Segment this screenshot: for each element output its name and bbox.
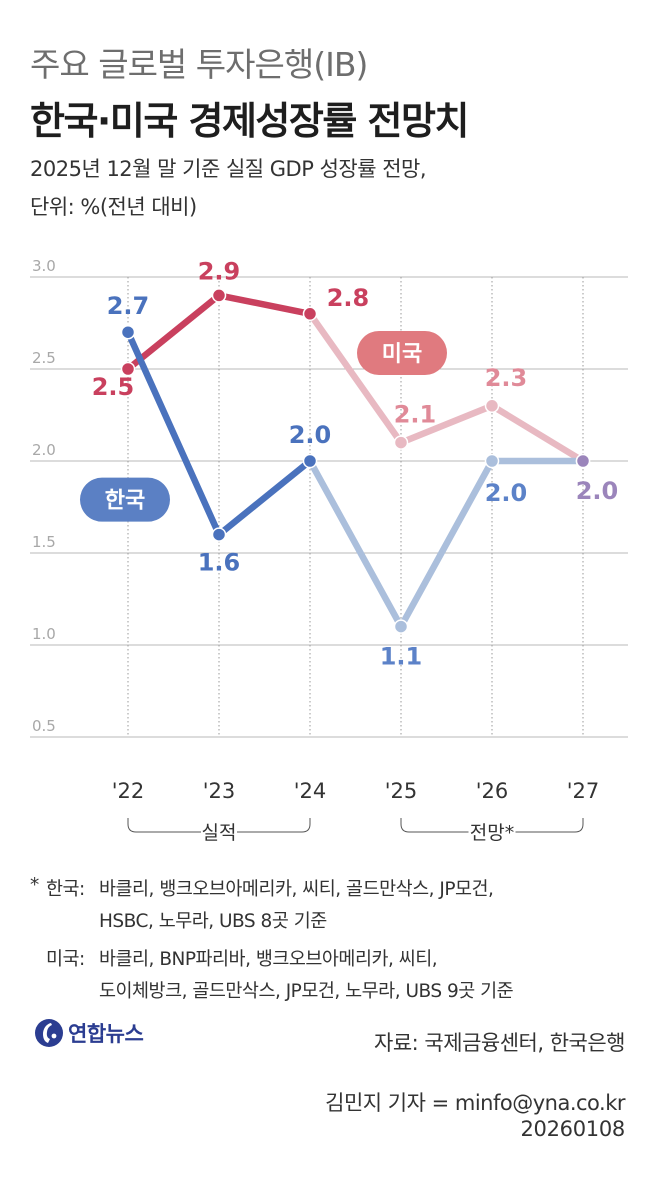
data-point-미국 [393,435,409,450]
x-tick-label: '27 [567,779,600,803]
data-point-한국 [120,324,136,340]
data-label-한국: 2.0 [485,479,528,507]
data-label-미국: 2.0 [576,477,619,505]
x-tick-label: '24 [294,779,327,803]
group-actual-label: 실적 [202,822,237,844]
title-line2: 한국·미국 경제성장률 전망치 [30,99,469,143]
data-label-한국: 1.6 [198,549,241,577]
footnote-korea-label: 한국: [46,879,85,900]
data-point-미국 [211,288,227,303]
x-tick-label: '25 [385,779,418,803]
data-label-한국: 1.1 [380,643,423,671]
data-point-한국 [575,453,591,469]
series-line-한국 [397,457,496,630]
series-line-한국 [215,457,314,538]
data-label-미국: 2.9 [198,257,241,285]
subtitle-line2: 단위: %(전년 대비) [30,195,197,219]
data-label-미국: 2.1 [394,401,437,429]
data-labels: 2.5 2.9 2.8 2.1 2.3 2.0 2.7 1.6 2.0 1.1 2.0 [92,257,619,670]
data-point-미국 [484,398,500,414]
legend-us-text: 미국 [382,342,422,367]
footnote-star: * [30,875,39,896]
legend-korea-text: 한국 [105,489,145,514]
y-tick-label: 3.0 [32,257,56,275]
series-line-미국 [124,292,223,373]
series-line-미국 [488,402,587,465]
group-forecast-label: 전망* [470,822,514,844]
series-lines [124,292,587,630]
footnote-us-label: 미국: [46,949,85,970]
yonhap-logo: 연합뉴스 [34,1018,144,1048]
data-label-미국: 2.5 [92,373,135,401]
x-tick-label: '22 [112,779,145,803]
year-guides [127,277,584,737]
y-tick-label: 1.0 [32,625,56,643]
period-groups: 실적 전망* [127,818,584,844]
data-point-미국 [120,361,136,377]
y-tick-label: 2.0 [32,441,56,459]
footnote-korea-line2: HSBC, 노무라, UBS 8곳 기준 [99,911,327,932]
subtitle-line1: 2025년 12월 말 기준 실질 GDP 성장률 전망, [30,157,427,181]
series-line-미국 [397,402,496,446]
y-tick-label: 1.5 [32,533,56,551]
footnote-us-line2: 도이체방크, 골드만삭스, JP모건, 노무라, UBS 9곳 기준 [99,981,514,1002]
series-line-미국 [306,310,405,446]
data-point-한국 [393,619,409,634]
x-tick-label: '26 [476,779,509,803]
x-tick-labels: '22 '23 '24 '25 '26 '27 [112,779,600,803]
legend-korea-bg [80,477,170,522]
publish-date: 20260108 [520,1117,626,1141]
footnote-us-line1: 바클리, BNP파리바, 뱅크오브아메리카, 씨티, [99,949,438,970]
source-text: 자료: 국제금융센터, 한국은행 [374,1031,625,1055]
series-line-한국 [306,457,405,630]
line-chart: 3.0 2.5 2.0 1.5 1.0 0.5 2.5 2.9 2.8 2.1 2.3 2.0 2.7… [30,257,628,844]
footnote-korea-line1: 바클리, 뱅크오브아메리카, 씨티, 골드만삭스, JP모건, [99,879,494,900]
series-line-미국 [215,292,314,318]
series-points [120,288,591,634]
legend-us-bg [357,331,447,375]
data-label-미국: 2.3 [485,364,528,392]
data-label-한국: 2.0 [289,421,332,449]
group-actual-bracket [127,818,311,833]
data-label-한국: 2.7 [107,292,150,320]
y-tick-label: 0.5 [32,717,56,735]
data-point-미국 [302,306,318,322]
x-tick-label: '23 [203,779,236,803]
data-point-한국 [211,527,227,542]
data-label-미국: 2.8 [327,284,370,312]
y-tick-label: 2.5 [32,349,56,367]
group-forecast-bracket [400,818,584,833]
yonhap-logo-icon [35,1019,63,1047]
y-tick-labels: 3.0 2.5 2.0 1.5 1.0 0.5 [32,257,56,735]
data-point-한국 [484,453,500,469]
title-line1: 주요 글로벌 투자은행(IB) [30,45,368,84]
data-point-한국 [302,453,318,469]
logo-text: 연합뉴스 [68,1022,144,1046]
reporter-credit: 김민지 기자 = minfo@yna.co.kr [325,1091,625,1115]
series-line-한국 [124,328,223,538]
